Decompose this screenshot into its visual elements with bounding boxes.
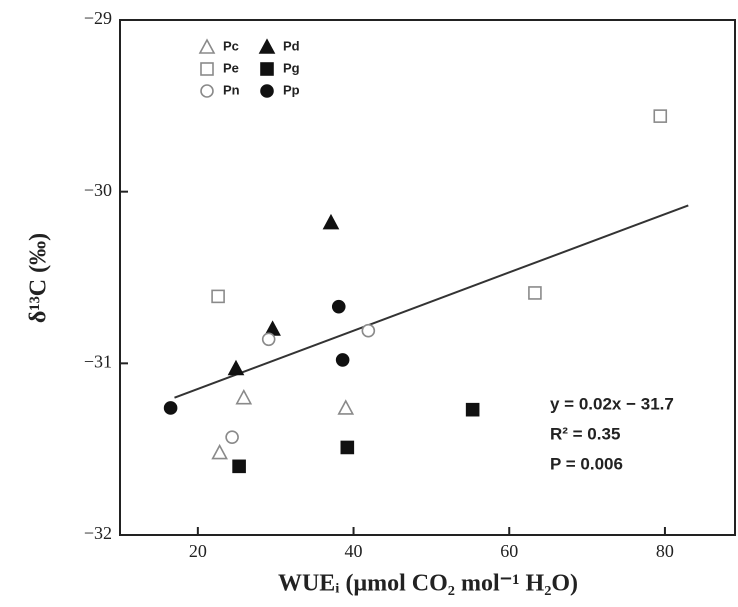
- legend-label: Pc: [223, 38, 239, 53]
- annotation: y = 0.02x − 31.7: [550, 394, 674, 413]
- fit-line: [174, 204, 689, 399]
- legend-label: Pd: [283, 38, 300, 53]
- legend-marker: [260, 84, 274, 98]
- x-tick-label: 40: [345, 541, 363, 561]
- legend-label: Pn: [223, 82, 240, 97]
- marker: [337, 399, 355, 415]
- annotation: P = 0.006: [550, 454, 623, 473]
- legend-label: Pg: [283, 60, 300, 75]
- x-axis-label: WUEᵢ (μmol CO₂ mol⁻¹ H₂O): [278, 571, 578, 597]
- marker: [261, 332, 276, 347]
- marker: [211, 289, 225, 304]
- y-tick-label: −29: [84, 8, 112, 28]
- marker: [465, 402, 480, 417]
- y-tick-label: −32: [84, 523, 112, 543]
- y-axis-label: δ¹³C (‰): [26, 233, 52, 323]
- y-tick-label: −31: [84, 351, 112, 371]
- legend-marker: [200, 84, 214, 98]
- marker: [331, 299, 346, 314]
- marker: [322, 213, 340, 230]
- legend-label: Pe: [223, 60, 239, 75]
- marker: [653, 109, 668, 123]
- legend-marker: [258, 38, 276, 54]
- x-tick-label: 60: [500, 541, 518, 561]
- marker: [163, 401, 178, 415]
- marker: [235, 388, 253, 405]
- y-tick-label: −30: [84, 180, 112, 200]
- marker: [227, 359, 245, 376]
- marker: [232, 459, 246, 474]
- legend-marker: [198, 38, 216, 54]
- plot-frame: [119, 19, 736, 536]
- legend-marker: [260, 62, 274, 76]
- legend-label: Pp: [283, 82, 300, 97]
- marker: [361, 323, 376, 338]
- annotation: R² = 0.35: [550, 424, 620, 443]
- x-tick-label: 80: [656, 541, 674, 561]
- marker: [528, 286, 542, 300]
- x-tick-label: 20: [189, 541, 207, 561]
- marker: [340, 440, 355, 455]
- legend-marker: [200, 62, 214, 76]
- marker: [211, 443, 228, 460]
- marker: [225, 430, 239, 444]
- marker: [335, 353, 350, 367]
